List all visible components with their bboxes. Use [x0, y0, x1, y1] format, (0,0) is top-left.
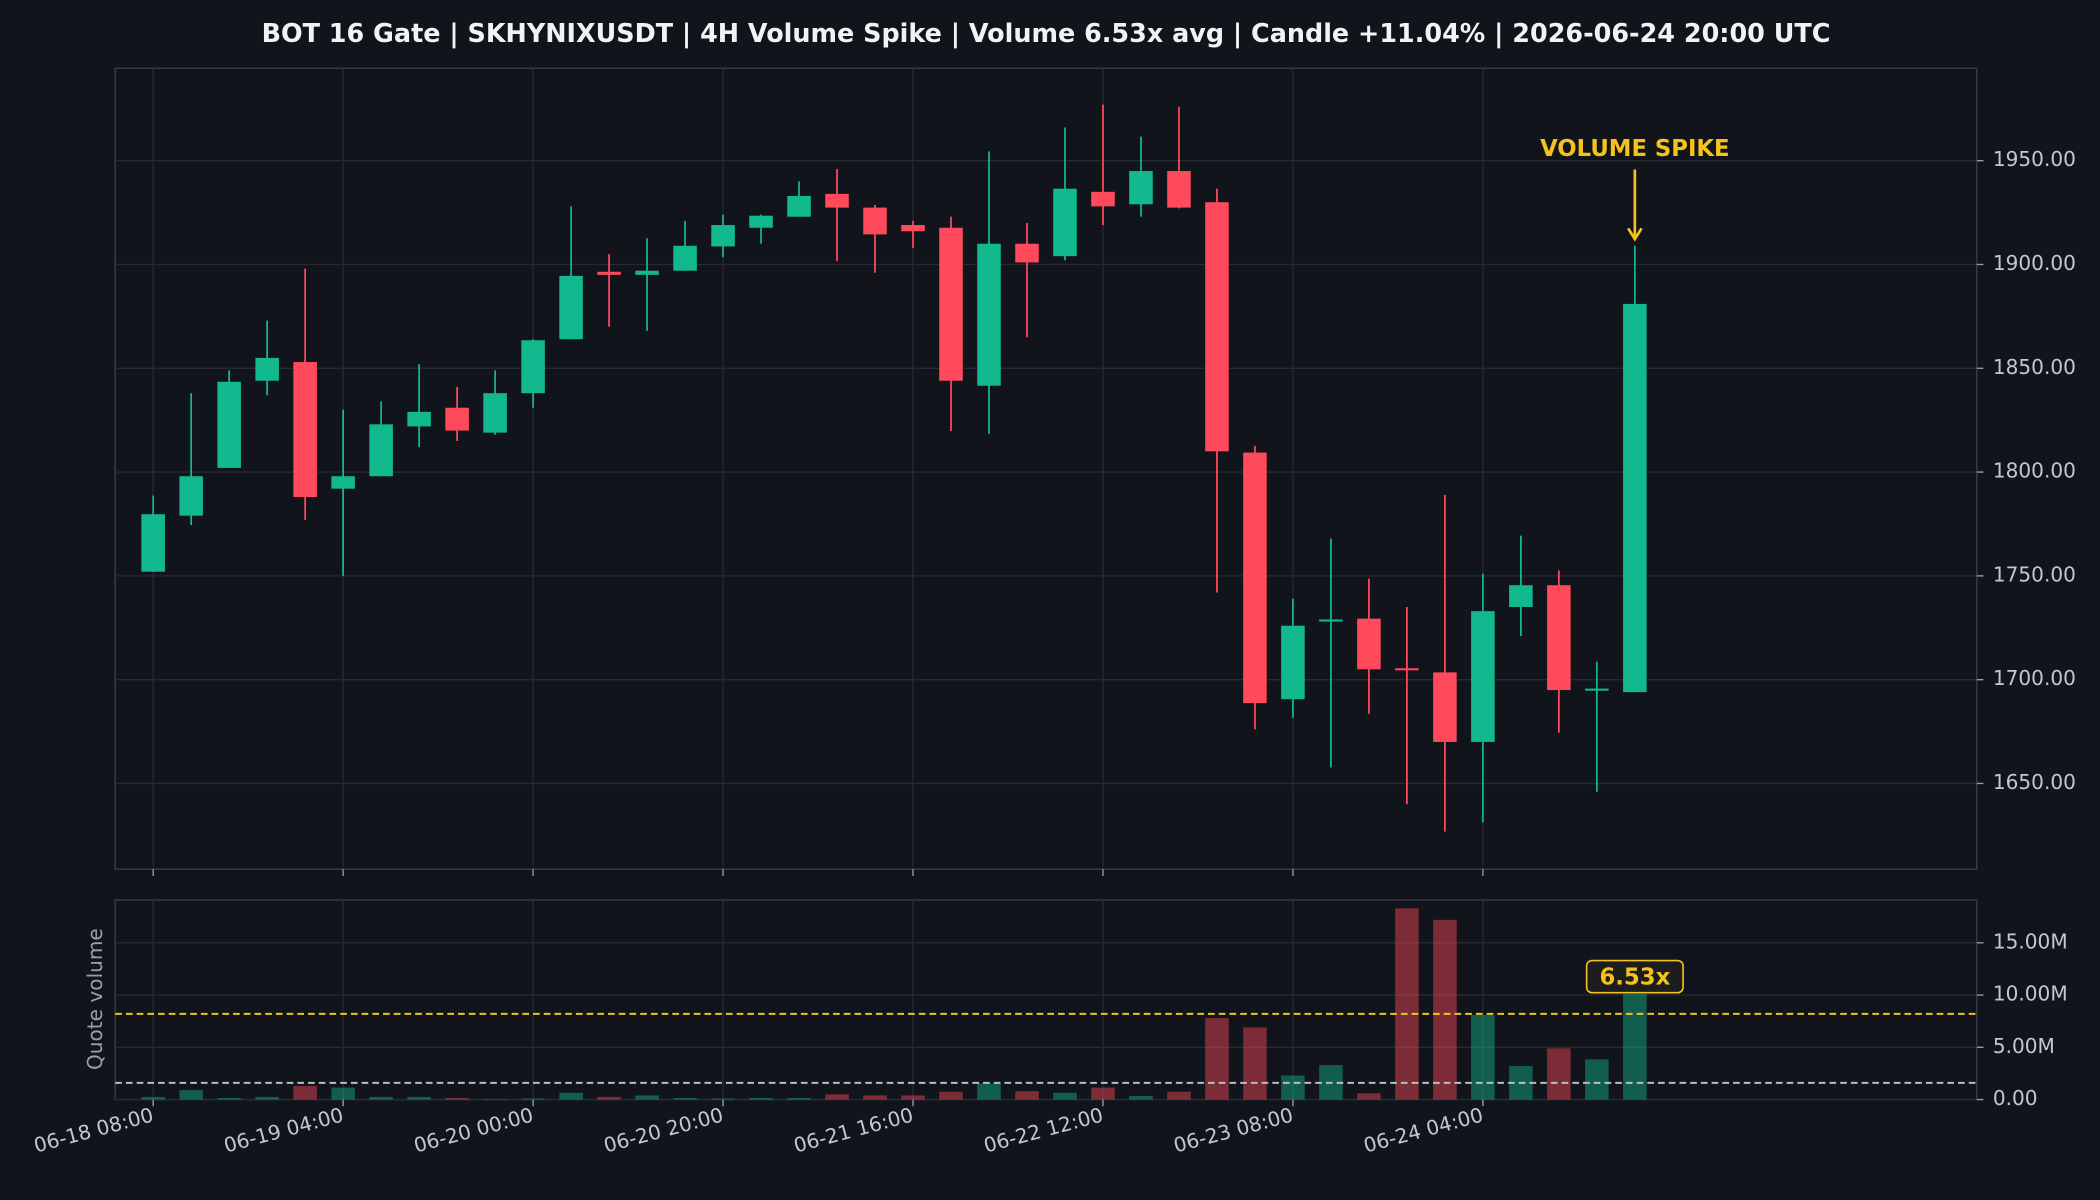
candle-body: [255, 357, 279, 381]
volume-bar: [407, 1096, 431, 1100]
volume-bar: [901, 1095, 925, 1100]
volume-bar: [863, 1095, 887, 1100]
volume-bar: [1091, 1087, 1115, 1100]
candle-body: [901, 225, 925, 232]
candle-body: [1623, 303, 1647, 693]
candle-body: [1319, 619, 1343, 622]
y-tick-label: 1800.00: [1993, 459, 2076, 483]
volume-bar: [635, 1095, 659, 1100]
candle-body: [293, 362, 317, 497]
volume-bar: [1167, 1091, 1191, 1100]
candle-body: [1281, 625, 1305, 700]
y-tick-label: 10.00M: [1993, 982, 2068, 1006]
candle-body: [1585, 688, 1609, 691]
candle-body: [711, 225, 735, 247]
volume-bar: [1585, 1059, 1609, 1100]
y-tick-label: 1900.00: [1993, 251, 2076, 275]
volume-bar: [711, 1098, 735, 1100]
candle-body: [825, 193, 849, 208]
y-tick-label: 1650.00: [1993, 770, 2076, 794]
candle-body: [1471, 611, 1495, 742]
volume-bar: [141, 1096, 165, 1100]
candle-body: [179, 476, 203, 516]
candle-body: [217, 381, 241, 468]
candle-body: [1091, 191, 1115, 207]
candle-body: [1053, 188, 1077, 257]
candle-body: [597, 271, 621, 275]
volume-bar: [1623, 994, 1647, 1100]
annotation: 6.53x: [1599, 964, 1670, 990]
volume-bar: [977, 1083, 1001, 1100]
candle-body: [939, 227, 963, 381]
volume-bar: [787, 1097, 811, 1100]
candle-body: [1547, 585, 1571, 691]
volume-bar: [559, 1092, 583, 1100]
candle-body: [1433, 672, 1457, 742]
volume-bar: [1357, 1093, 1381, 1100]
y-tick-label: 15.00M: [1993, 929, 2068, 953]
volume-bar: [293, 1085, 317, 1100]
candle-body: [1357, 618, 1381, 670]
candle-body: [483, 393, 507, 433]
volume-bar: [369, 1096, 393, 1100]
volume-bar: [1015, 1091, 1039, 1100]
candle-body: [559, 275, 583, 340]
candle-body: [1243, 452, 1267, 704]
volume-bar: [1395, 908, 1419, 1100]
candle-body: [1129, 171, 1153, 205]
annotation: VOLUME SPIKE: [1540, 136, 1730, 162]
candle-body: [673, 245, 697, 271]
volume-bar: [179, 1090, 203, 1100]
volume-bar: [521, 1098, 545, 1100]
volume-bar: [1243, 1027, 1267, 1100]
candle-body: [977, 243, 1001, 386]
y-tick-label: 0.00: [1993, 1086, 2038, 1110]
candle-body: [635, 270, 659, 275]
y-tick-label: 1700.00: [1993, 666, 2076, 690]
candle-body: [141, 514, 165, 572]
candle-body: [331, 476, 355, 489]
volume-bar: [445, 1097, 469, 1100]
volume-bar: [1281, 1075, 1305, 1100]
y-tick-label: 1750.00: [1993, 562, 2076, 586]
volume-bar: [1433, 919, 1457, 1100]
volume-bar: [331, 1087, 355, 1100]
volume-bar: [673, 1097, 697, 1100]
y-tick-label: 5.00M: [1993, 1034, 2055, 1058]
price-panel: [114, 67, 1978, 870]
volume-bar: [1053, 1092, 1077, 1100]
chart-title: BOT 16 Gate | SKHYNIXUSDT | 4H Volume Sp…: [262, 18, 1831, 48]
candle-body: [749, 215, 773, 228]
candle-body: [407, 411, 431, 427]
candle-body: [787, 195, 811, 217]
candle-body: [369, 424, 393, 477]
candle-body: [1015, 243, 1039, 263]
volume-bar: [939, 1091, 963, 1100]
volume-panel: [114, 899, 1978, 1101]
annotation-badge: [1585, 959, 1684, 994]
candle-body: [1167, 171, 1191, 208]
y-tick-label: 1850.00: [1993, 355, 2076, 379]
candle-body: [863, 207, 887, 235]
volume-bar: [1547, 1048, 1571, 1100]
candle-body: [1509, 585, 1533, 608]
volume-bar: [749, 1097, 773, 1100]
volume-bar: [1471, 1014, 1495, 1100]
volume-bar: [1129, 1095, 1153, 1100]
y-axis-label: Quote volume: [83, 928, 107, 1070]
candle-body: [1395, 668, 1419, 671]
volume-bar: [483, 1099, 507, 1100]
volume-bar: [825, 1094, 849, 1100]
volume-bar: [217, 1097, 241, 1100]
volume-bar: [1205, 1018, 1229, 1100]
candle-body: [445, 407, 469, 431]
candle-body: [521, 340, 545, 394]
y-tick-label: 1950.00: [1993, 147, 2076, 171]
candle-body: [1205, 202, 1229, 452]
volume-bar: [597, 1096, 621, 1100]
annotation-arrowhead: [1627, 227, 1643, 242]
volume-bar: [255, 1096, 279, 1100]
